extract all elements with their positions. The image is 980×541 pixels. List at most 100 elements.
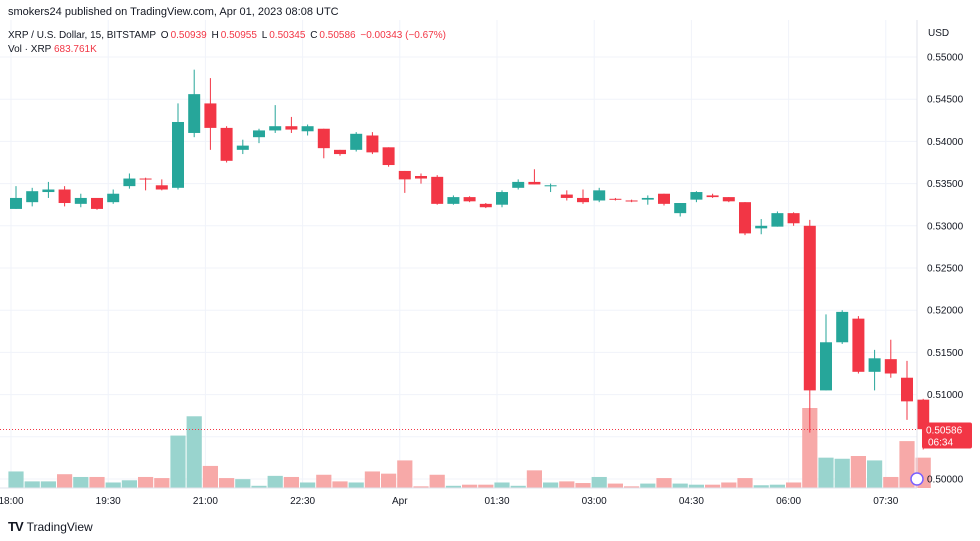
candle-body	[577, 197, 589, 203]
volume-bar	[73, 476, 89, 488]
volume-bar	[672, 483, 688, 488]
candle-body	[366, 135, 379, 153]
volume-bar	[89, 476, 105, 488]
volume-bar	[57, 474, 73, 488]
candle-body	[398, 170, 411, 180]
volume-bar	[413, 486, 429, 488]
candle-body	[755, 225, 768, 229]
time-tick-label: 03:00	[582, 496, 607, 507]
time-tick-label: 19:30	[96, 496, 121, 507]
candle-body	[803, 225, 816, 391]
volume-bar	[381, 473, 397, 488]
price-tick-label: 0.51500	[927, 348, 964, 359]
candle-body	[172, 121, 184, 188]
candle-body	[350, 133, 363, 150]
low-label: L	[261, 30, 268, 41]
volume-bar	[818, 457, 834, 488]
volume-bar	[640, 483, 656, 488]
volume-bar	[8, 471, 24, 488]
price-tick-label: 0.53000	[927, 221, 964, 232]
candle-body	[722, 197, 735, 202]
price-tick-label: 0.54000	[927, 137, 964, 148]
candle-body	[496, 192, 508, 205]
candle-body	[528, 181, 541, 185]
volume-bar	[251, 485, 267, 488]
volume-bar	[705, 484, 721, 488]
volume-bar	[105, 482, 121, 488]
time-tick-label: 04:30	[679, 496, 704, 507]
volume-bar	[624, 486, 640, 488]
candle-body	[787, 213, 800, 224]
volume-bar	[478, 484, 494, 488]
brand-name: TradingView	[26, 519, 93, 534]
volume-bar	[494, 482, 510, 488]
price-tick-label: 0.52000	[927, 306, 964, 317]
publisher-line: smokers24 published on TradingView.com, …	[8, 6, 339, 18]
time-axis[interactable]: 18:00 19:30 21:00 22:30 Apr 01:30 03:00 04:30 06…	[0, 487, 917, 507]
brand-footer[interactable]: TV TradingView	[8, 519, 93, 534]
candle-body	[706, 195, 719, 198]
candle-body	[690, 192, 703, 200]
candle-body	[58, 189, 71, 204]
candle-body	[236, 145, 249, 150]
price-tick-label: 0.53500	[927, 179, 964, 190]
candle-body	[739, 202, 751, 234]
candle-body	[609, 198, 622, 200]
candle-body	[560, 194, 573, 198]
volume-bar	[899, 441, 915, 488]
candle-body	[852, 318, 865, 372]
volume-label[interactable]: Vol · XRP	[8, 44, 52, 55]
time-tick-label: 18:00	[0, 496, 24, 507]
volume-bar	[316, 474, 332, 488]
candle-body	[868, 358, 881, 372]
price-candles	[10, 69, 930, 450]
candle-body	[593, 190, 606, 201]
chart-grid	[0, 20, 917, 488]
change-value: −0.00343 (−0.67%)	[360, 30, 446, 41]
candle-body	[641, 197, 654, 200]
candle-body	[884, 359, 897, 374]
volume-value: 683.761K	[53, 44, 97, 55]
candle-body	[674, 203, 687, 214]
volume-bar	[688, 484, 704, 488]
candle-body	[512, 181, 525, 188]
volume-bar	[510, 485, 526, 488]
low-value: 0.50345	[269, 30, 306, 41]
volume-bar	[656, 478, 672, 488]
candle-body	[917, 399, 930, 430]
candle-body	[10, 197, 22, 209]
symbol-title[interactable]: XRP / U.S. Dollar, 15, BITSTAMP	[8, 30, 157, 41]
volume-bar	[802, 408, 818, 488]
candle-body	[317, 128, 330, 149]
volume-bar	[300, 482, 316, 488]
volume-bar	[154, 478, 170, 488]
volume-bar	[462, 484, 478, 488]
volume-legend: Vol · XRP 683.761K	[8, 44, 97, 55]
volume-bar	[850, 456, 866, 488]
price-tick-label: 0.54500	[927, 95, 964, 106]
price-axis[interactable]: 0.55000 0.54500 0.54000 0.53500 0.53000 0.525…	[916, 20, 964, 488]
open-value: 0.50939	[170, 30, 207, 41]
candle-body	[463, 197, 476, 202]
last-price-value: 0.50586	[926, 426, 963, 437]
high-value: 0.50955	[220, 30, 257, 41]
price-tick-label: 0.52500	[927, 264, 964, 275]
volume-bar	[170, 435, 186, 488]
price-tick-label: 0.51000	[927, 390, 964, 401]
candle-body	[544, 185, 557, 187]
time-tick-label: Apr	[392, 496, 408, 507]
volume-bar	[753, 485, 769, 488]
candle-body	[269, 126, 282, 131]
volume-bar	[219, 478, 235, 488]
candle-body	[447, 197, 460, 204]
volume-bar	[364, 471, 380, 488]
close-label: C	[310, 30, 318, 41]
candle-body	[382, 147, 395, 166]
volume-bar	[24, 481, 40, 488]
candle-body	[285, 126, 298, 130]
scroll-to-realtime-button[interactable]	[910, 472, 924, 486]
volume-bar	[769, 484, 785, 488]
time-tick-label: 21:00	[193, 496, 218, 507]
volume-bar	[202, 465, 218, 488]
